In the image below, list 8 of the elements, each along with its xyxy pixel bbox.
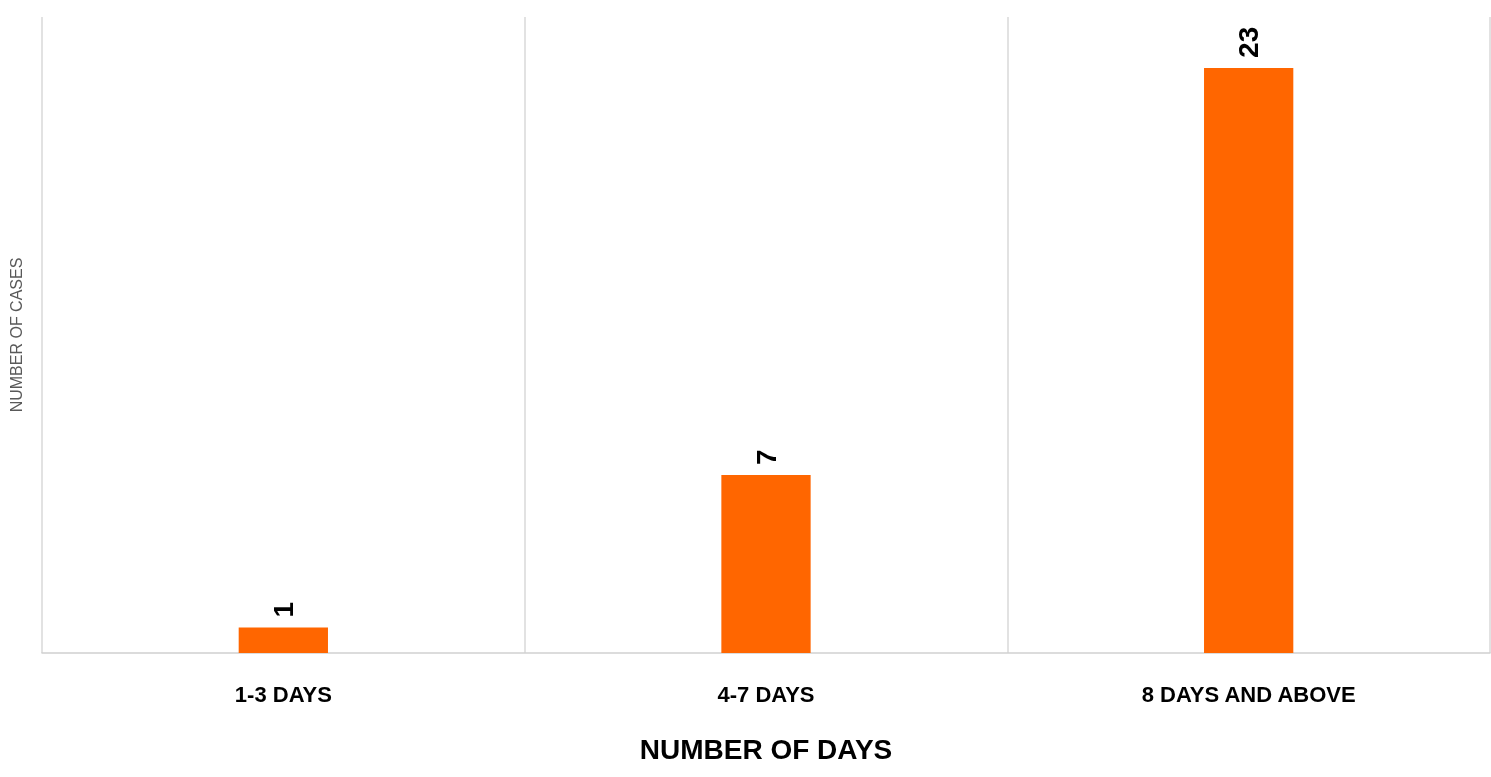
x-tick-label: 1-3 DAYS <box>234 681 332 707</box>
x-axis-title: NUMBER OF DAYS <box>639 733 893 765</box>
y-axis-title: NUMBER OF CASES <box>7 257 25 413</box>
data-label: 7 <box>750 449 782 465</box>
x-tick-label: 8 DAYS AND ABOVE <box>1141 681 1356 707</box>
data-label: 23 <box>1233 26 1265 58</box>
data-label: 1 <box>267 601 299 618</box>
x-tick-label: 4-7 DAYS <box>717 681 815 707</box>
